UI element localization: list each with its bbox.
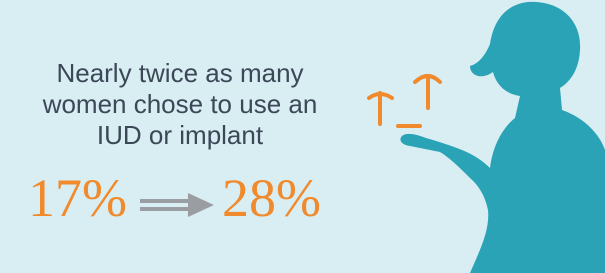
stat-before: 17% (28, 168, 127, 228)
stat-after: 28% (222, 168, 321, 228)
arrow (140, 193, 214, 217)
woman-silhouette (400, 2, 605, 273)
headline-line: women chose to use an (10, 89, 350, 120)
headline: Nearly twice as many women chose to use … (10, 58, 350, 151)
iud-icons (369, 76, 440, 126)
infographic: Nearly twice as many women chose to use … (0, 0, 605, 273)
headline-line: Nearly twice as many (10, 58, 350, 89)
headline-line: IUD or implant (10, 120, 350, 151)
